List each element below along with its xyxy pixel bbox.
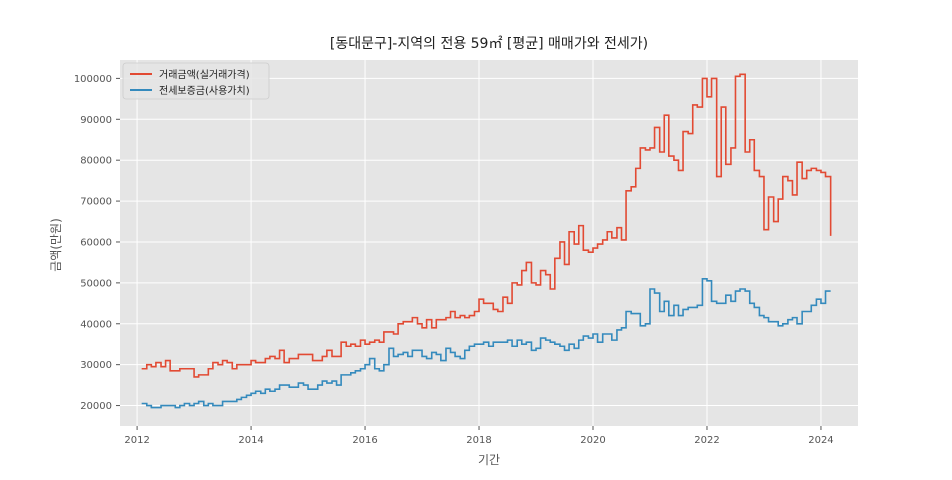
x-tick-label: 2012: [124, 435, 149, 446]
y-axis-ticks: 20000 30000 40000 50000 60000 70000 80000 90000…: [74, 74, 120, 412]
legend-label-sale: 거래금액(실거래가격): [159, 68, 250, 81]
x-tick-label: 2016: [352, 435, 377, 446]
y-tick-label: 50000: [80, 278, 112, 289]
x-tick-label: 2022: [694, 435, 719, 446]
series-line-jeonse-deposit: [141, 277, 831, 409]
y-tick-label: 100000: [74, 74, 112, 85]
legend: 거래금액(실거래가격) 전세보증금(사용가치): [122, 62, 270, 100]
y-tick-label: 60000: [80, 237, 112, 248]
x-tick-label: 2018: [466, 435, 491, 446]
x-tick-label: 2014: [238, 435, 263, 446]
series-layer: [141, 73, 832, 409]
y-axis-label: 금액(만원): [49, 218, 63, 272]
y-tick-label: 70000: [80, 197, 112, 208]
y-tick-label: 90000: [80, 115, 112, 126]
y-tick-label: 20000: [80, 401, 112, 412]
y-tick-label: 30000: [80, 360, 112, 371]
chart-title: [동대문구]-지역의 전용 59㎡ [평균] 매매가와 전세가): [330, 36, 648, 52]
x-tick-label: 2020: [580, 435, 605, 446]
legend-box: [122, 62, 270, 100]
series-line-sale-price: [141, 73, 832, 378]
y-tick-label: 40000: [80, 319, 112, 330]
x-tick-label: 2024: [808, 435, 833, 446]
y-tick-label: 80000: [80, 156, 112, 167]
x-axis-ticks: 2012 2014 2016 2018 2020 2022 2024: [124, 426, 834, 446]
legend-label-jeonse: 전세보증금(사용가치): [159, 85, 250, 97]
x-axis-label: 기간: [478, 453, 500, 467]
plot-area: [120, 60, 858, 426]
